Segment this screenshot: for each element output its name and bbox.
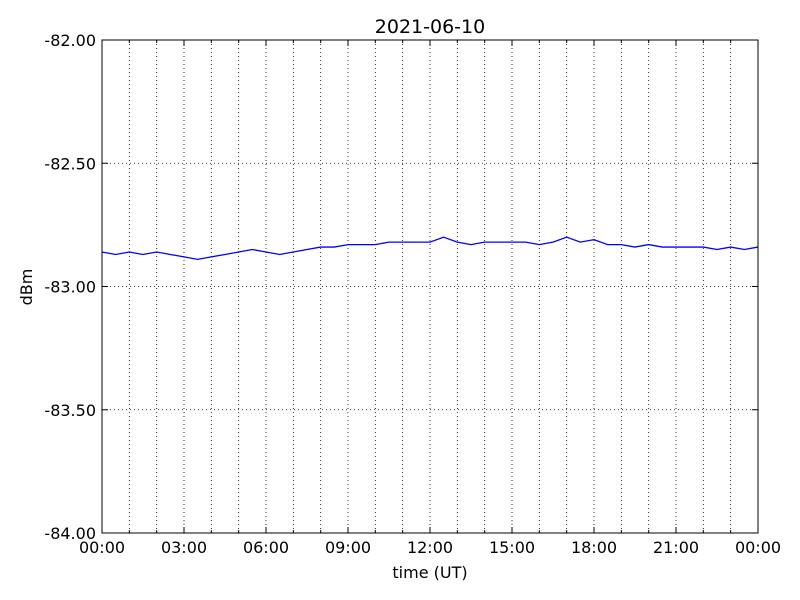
y-tick-label: -83.00	[44, 278, 96, 297]
y-tick-label: -84.00	[44, 524, 96, 543]
chart-title: 2021-06-10	[375, 16, 485, 38]
x-tick-label: 00:00	[79, 538, 125, 557]
y-axis-label: dBm	[17, 269, 36, 306]
x-tick-label: 06:00	[243, 538, 289, 557]
y-tick-label: -82.00	[44, 31, 96, 50]
x-tick-label: 03:00	[161, 538, 207, 557]
x-tick-label: 09:00	[325, 538, 371, 557]
y-tick-label: -83.50	[44, 401, 96, 420]
data-line	[101, 236, 759, 261]
x-tick-label: 15:00	[489, 538, 535, 557]
x-tick-label: 00:00	[735, 538, 781, 557]
x-axis-label: time (UT)	[392, 563, 467, 582]
y-tick-label: -82.50	[44, 154, 96, 173]
x-tick-label: 21:00	[653, 538, 699, 557]
plot-frame	[101, 39, 759, 534]
x-tick-label: 12:00	[407, 538, 453, 557]
x-tick-label: 18:00	[571, 538, 617, 557]
